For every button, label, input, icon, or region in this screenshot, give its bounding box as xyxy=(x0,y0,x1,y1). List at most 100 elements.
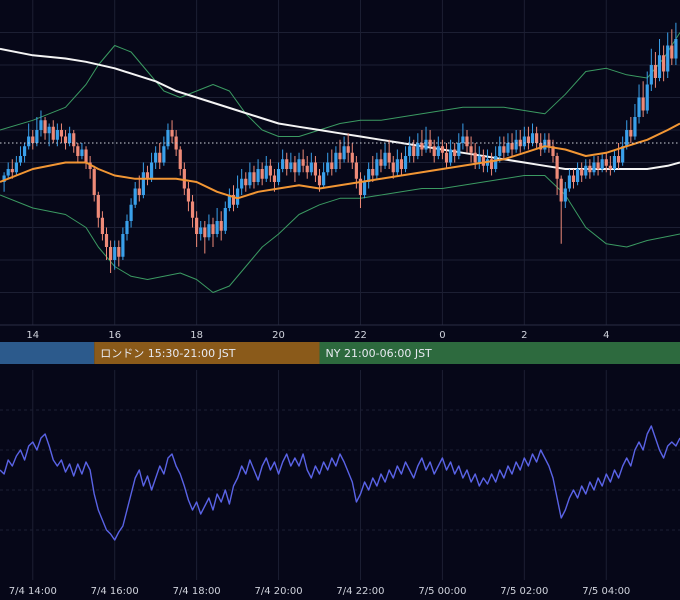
candle-body-up[interactable] xyxy=(424,139,428,150)
candle-body-up[interactable] xyxy=(227,195,231,208)
candle-body-up[interactable] xyxy=(248,172,252,186)
candle-body-down[interactable] xyxy=(195,217,199,234)
candle-body-down[interactable] xyxy=(510,143,514,150)
candle-body-down[interactable] xyxy=(489,159,494,169)
candle-body-down[interactable] xyxy=(252,172,256,182)
candle-body-down[interactable] xyxy=(293,162,297,173)
candle-body-up[interactable] xyxy=(436,146,440,156)
candle-body-down[interactable] xyxy=(92,169,96,195)
candle-body-down[interactable] xyxy=(63,136,68,144)
candle-body-up[interactable] xyxy=(449,149,453,163)
candle-body-up[interactable] xyxy=(416,143,420,156)
candle-body-down[interactable] xyxy=(670,45,674,59)
candle-body-up[interactable] xyxy=(6,169,10,176)
candle-body-up[interactable] xyxy=(362,182,367,195)
candle-body-down[interactable] xyxy=(305,165,309,173)
candle-body-up[interactable] xyxy=(22,146,27,156)
candle-body-down[interactable] xyxy=(535,133,539,143)
candle-body-down[interactable] xyxy=(526,136,531,144)
candle-body-down[interactable] xyxy=(158,152,162,163)
candle-body-down[interactable] xyxy=(231,195,236,205)
candle-body-up[interactable] xyxy=(309,162,313,173)
candle-body-down[interactable] xyxy=(379,159,383,166)
candle-body-up[interactable] xyxy=(649,65,653,85)
candle-body-up[interactable] xyxy=(121,234,125,257)
candle-body-down[interactable] xyxy=(96,195,100,218)
candle-body-up[interactable] xyxy=(35,130,39,143)
candle-body-down[interactable] xyxy=(51,126,55,140)
candle-body-up[interactable] xyxy=(408,146,412,156)
candle-body-down[interactable] xyxy=(182,169,186,189)
candle-body-down[interactable] xyxy=(428,139,432,147)
candle-body-down[interactable] xyxy=(596,162,600,170)
candle-body-up[interactable] xyxy=(342,146,346,160)
candle-body-down[interactable] xyxy=(178,149,182,170)
candle-body-down[interactable] xyxy=(453,149,457,157)
candle-body-up[interactable] xyxy=(334,152,338,169)
candle-body-up[interactable] xyxy=(297,159,301,173)
candle-body-up[interactable] xyxy=(674,39,678,59)
candle-body-down[interactable] xyxy=(76,146,80,156)
candle-body-down[interactable] xyxy=(559,178,563,202)
candle-body-down[interactable] xyxy=(260,169,264,179)
candle-body-down[interactable] xyxy=(186,188,191,202)
candle-body-down[interactable] xyxy=(43,120,47,134)
candle-body-up[interactable] xyxy=(403,156,408,169)
candle-body-down[interactable] xyxy=(10,169,14,173)
candle-body-down[interactable] xyxy=(268,165,272,176)
candlesticks[interactable] xyxy=(2,22,678,273)
candle-body-down[interactable] xyxy=(350,152,354,163)
candle-body-up[interactable] xyxy=(612,156,617,169)
candle-body-up[interactable] xyxy=(395,159,399,173)
candle-body-up[interactable] xyxy=(235,188,240,205)
candle-body-up[interactable] xyxy=(625,130,629,147)
candle-body-down[interactable] xyxy=(641,97,645,111)
candle-body-up[interactable] xyxy=(461,136,465,144)
candle-body-down[interactable] xyxy=(391,162,395,173)
oscillator-pane[interactable] xyxy=(0,425,680,541)
candle-body-down[interactable] xyxy=(571,175,576,183)
candle-body-down[interactable] xyxy=(358,178,363,195)
candle-body-down[interactable] xyxy=(444,152,449,163)
candle-body-up[interactable] xyxy=(125,221,129,234)
candle-body-up[interactable] xyxy=(129,204,133,221)
candle-body-down[interactable] xyxy=(608,165,612,169)
candle-body-up[interactable] xyxy=(645,84,649,111)
candle-body-down[interactable] xyxy=(420,143,424,150)
candle-body-up[interactable] xyxy=(80,149,84,157)
candle-body-down[interactable] xyxy=(203,227,207,238)
candle-body-down[interactable] xyxy=(31,136,35,144)
candle-body-down[interactable] xyxy=(481,156,485,166)
candle-body-down[interactable] xyxy=(604,159,608,166)
candle-body-up[interactable] xyxy=(2,175,6,183)
candle-body-down[interactable] xyxy=(117,247,121,257)
candle-body-up[interactable] xyxy=(666,45,670,72)
candle-body-up[interactable] xyxy=(14,162,18,173)
candle-body-up[interactable] xyxy=(68,133,72,143)
candle-body-down[interactable] xyxy=(301,159,305,166)
candle-body-up[interactable] xyxy=(498,146,502,156)
candle-body-up[interactable] xyxy=(514,139,518,150)
candle-body-down[interactable] xyxy=(580,169,584,176)
candle-body-down[interactable] xyxy=(539,143,543,150)
candle-body-up[interactable] xyxy=(375,159,379,176)
candle-body-up[interactable] xyxy=(457,143,461,156)
candle-body-down[interactable] xyxy=(616,156,621,163)
candle-body-up[interactable] xyxy=(322,172,326,186)
candle-body-up[interactable] xyxy=(367,169,371,182)
candle-body-down[interactable] xyxy=(555,156,559,179)
candle-body-up[interactable] xyxy=(281,159,285,169)
candle-body-up[interactable] xyxy=(154,152,158,163)
candle-body-up[interactable] xyxy=(55,130,59,140)
candle-body-up[interactable] xyxy=(39,120,43,130)
candle-body-down[interactable] xyxy=(551,146,555,156)
candle-body-down[interactable] xyxy=(109,247,113,260)
candle-body-up[interactable] xyxy=(264,165,268,179)
candle-body-down[interactable] xyxy=(84,149,88,163)
candle-body-up[interactable] xyxy=(199,227,203,235)
candle-body-down[interactable] xyxy=(440,146,445,153)
candle-body-up[interactable] xyxy=(149,162,154,179)
candle-body-up[interactable] xyxy=(657,55,662,78)
candle-body-down[interactable] xyxy=(219,221,223,231)
candle-body-down[interactable] xyxy=(317,175,322,186)
